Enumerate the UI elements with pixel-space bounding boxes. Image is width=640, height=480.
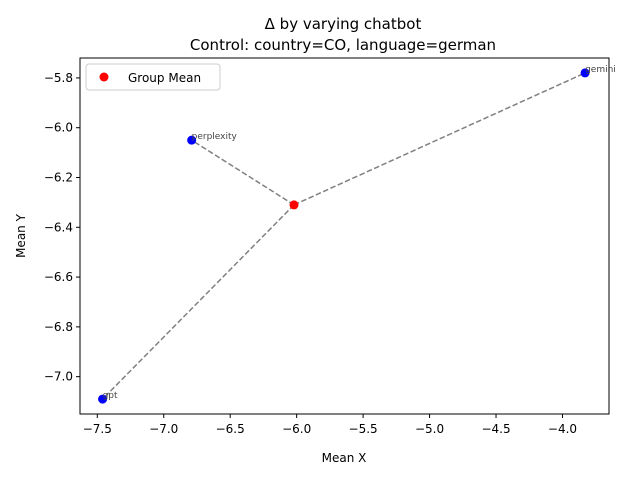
- point-gpt: [98, 394, 108, 404]
- connector-line-perplexity: [191, 139, 295, 206]
- y-axis-label: Mean Y: [14, 213, 28, 258]
- connector-lines: [102, 72, 586, 400]
- x-tick-label: −6.0: [282, 422, 311, 436]
- x-tick-label: −5.5: [349, 422, 378, 436]
- connector-line-gpt: [102, 204, 295, 400]
- legend-marker: [99, 72, 109, 82]
- data-points: perplexity gemini gpt: [98, 65, 616, 404]
- point-label-gpt: gpt: [103, 391, 118, 401]
- legend-box: [85, 63, 221, 91]
- point-gemini: [580, 68, 590, 78]
- legend: Group Mean: [85, 63, 221, 91]
- y-tick-label: −5.8: [44, 71, 73, 85]
- y-tick-label: −6.0: [44, 121, 73, 135]
- y-tick-label: −6.4: [44, 220, 73, 234]
- x-tick-label: −4.5: [481, 422, 510, 436]
- y-tick-label: −6.2: [44, 170, 73, 184]
- y-tick-label: −7.0: [44, 370, 73, 384]
- x-axis-label: Mean X: [322, 451, 367, 465]
- y-tick-label: −6.8: [44, 320, 73, 334]
- connector-line-gemini: [293, 72, 586, 206]
- plot-frame: [79, 57, 610, 415]
- chart-title: Δ by varying chatbot: [265, 15, 422, 33]
- x-tick-label: −7.0: [149, 422, 178, 436]
- y-tick-label: −6.6: [44, 270, 73, 284]
- axis-ticks: −7.5 −7.0 −6.5 −6.0 −5.5 −5.0 −4.5 −4.0 −7.0 −6.8…: [44, 71, 577, 436]
- group-mean-point: [289, 200, 299, 210]
- x-tick-label: −4.0: [548, 422, 577, 436]
- point-label-perplexity: perplexity: [192, 132, 238, 142]
- x-tick-label: −5.0: [415, 422, 444, 436]
- point-label-gemini: gemini: [585, 65, 616, 75]
- chart-subtitle: Control: country=CO, language=german: [190, 36, 496, 54]
- x-tick-label: −7.5: [83, 422, 112, 436]
- x-tick-label: −6.5: [216, 422, 245, 436]
- legend-label: Group Mean: [128, 71, 201, 85]
- point-perplexity: [187, 135, 197, 145]
